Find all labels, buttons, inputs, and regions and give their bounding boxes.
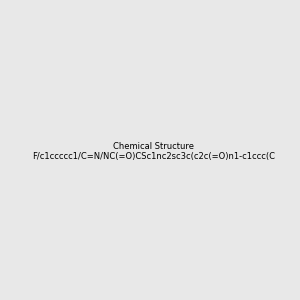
- Text: Chemical Structure
F/c1ccccc1/C=N/NC(=O)CSc1nc2sc3c(c2c(=O)n1-c1ccc(C: Chemical Structure F/c1ccccc1/C=N/NC(=O)…: [32, 142, 275, 161]
